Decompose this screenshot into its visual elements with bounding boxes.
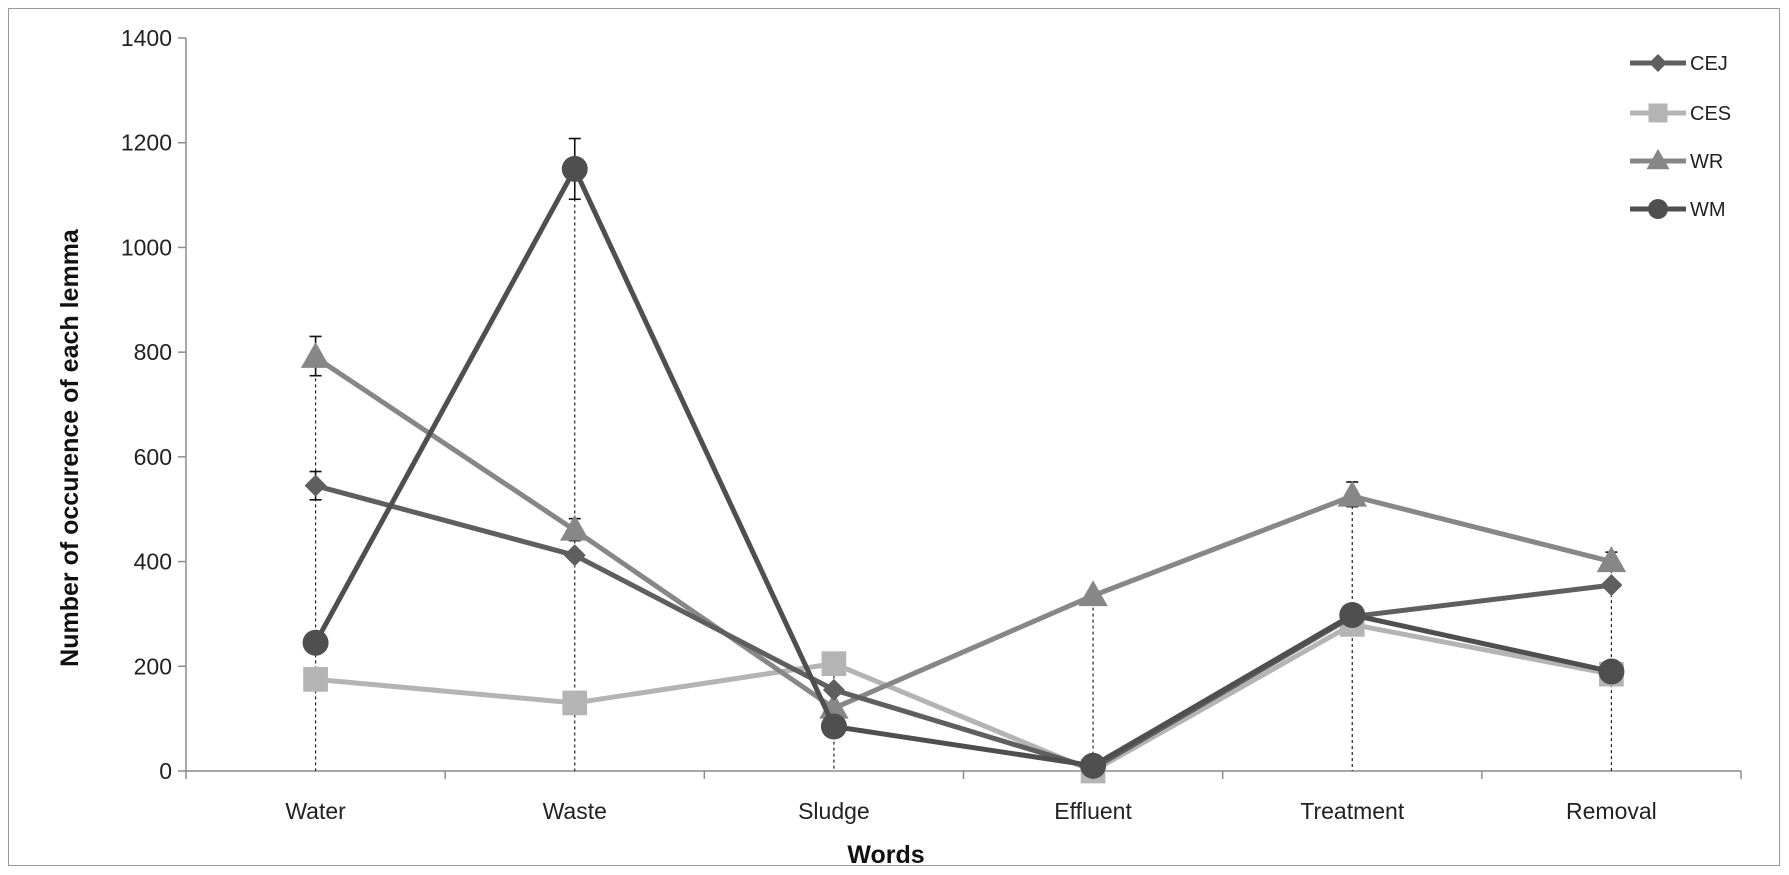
- data-point-diamond: [1600, 574, 1623, 597]
- series-line: [313, 166, 1612, 769]
- legend: CEJ CES WR WM: [1630, 53, 1731, 221]
- y-tick-label: 800: [134, 339, 172, 365]
- data-point-diamond: [822, 678, 845, 701]
- x-tick-label: Waste: [543, 798, 607, 824]
- series-wm: [302, 155, 1625, 779]
- data-point-square: [821, 651, 847, 677]
- drop-lines: [314, 138, 1613, 771]
- data-point-triangle: [1078, 580, 1108, 607]
- series-cej: [304, 474, 1623, 780]
- x-tick-label: Sludge: [798, 798, 870, 824]
- error-bars: [309, 137, 1618, 571]
- data-point-triangle: [1646, 148, 1670, 170]
- chart-frame: [8, 8, 1780, 866]
- data-point-circle: [1598, 658, 1625, 685]
- data-point-diamond: [1649, 54, 1667, 72]
- x-tick-label: Effluent: [1054, 798, 1132, 824]
- legend-label: CEJ: [1690, 53, 1728, 75]
- data-point-square: [1648, 103, 1668, 123]
- data-point-circle: [1339, 601, 1366, 628]
- legend-label: CES: [1690, 103, 1731, 125]
- y-tick-label: 1200: [121, 130, 172, 156]
- data-point-circle: [1648, 199, 1668, 219]
- y-tick-label: 1400: [121, 25, 172, 51]
- legend-item-cej: CEJ: [1630, 53, 1728, 75]
- series-wr: [300, 341, 1627, 719]
- legend-item-ces: CES: [1630, 103, 1731, 125]
- data-point-circle: [820, 713, 847, 740]
- x-tick-label: Water: [285, 798, 346, 824]
- y-tick-label: 600: [134, 444, 172, 470]
- data-point-circle: [561, 155, 588, 182]
- data-point-square: [303, 667, 328, 692]
- data-point-square: [562, 690, 588, 716]
- legend-item-wr: WR: [1630, 148, 1723, 173]
- series-line: [314, 355, 1613, 711]
- legend-label: WR: [1690, 151, 1723, 173]
- x-axis-title: Words: [847, 841, 924, 869]
- series-line: [315, 621, 1612, 774]
- data-point-triangle: [300, 341, 331, 368]
- data-point-circle: [1080, 752, 1107, 779]
- axes: [178, 37, 1742, 779]
- y-tick-label: 200: [134, 653, 172, 679]
- data-point-triangle: [560, 514, 590, 541]
- y-axis-title: Number of occurence of each lemma: [56, 228, 84, 667]
- x-tick-label: Removal: [1566, 798, 1657, 824]
- tick-labels: 0 200 400 600 800 1000 1200 1400 Water Waste Sludg…: [121, 25, 1657, 824]
- series-ces: [303, 612, 1624, 784]
- series-layer: [300, 155, 1627, 784]
- y-tick-label: 1000: [121, 234, 172, 260]
- data-point-circle: [302, 629, 329, 656]
- series-line: [314, 483, 1612, 771]
- data-point-triangle: [1596, 546, 1627, 573]
- legend-label: WM: [1690, 199, 1726, 221]
- legend-item-wm: WM: [1630, 199, 1726, 221]
- y-tick-label: 0: [159, 758, 172, 784]
- y-tick-label: 400: [134, 549, 172, 575]
- data-point-diamond: [304, 474, 327, 497]
- data-point-diamond: [563, 544, 586, 567]
- data-point-triangle: [1337, 480, 1367, 507]
- x-tick-label: Treatment: [1300, 798, 1405, 824]
